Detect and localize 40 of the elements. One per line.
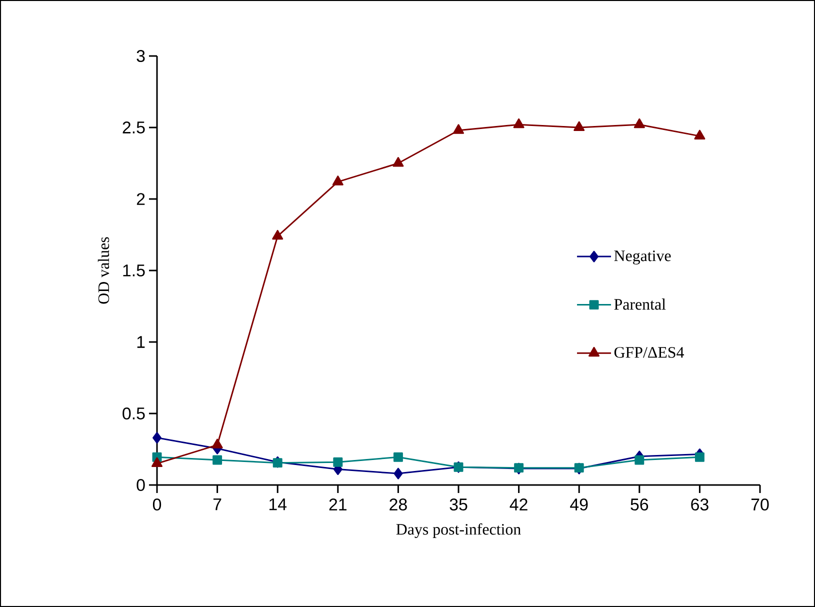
point — [574, 121, 585, 131]
x-axis-title: Days post-infection — [396, 523, 521, 538]
y-tick-label: 2 — [136, 193, 145, 205]
y-tick-label: 2.5 — [122, 121, 145, 134]
point — [394, 468, 403, 480]
x-tick-label: 14 — [269, 498, 287, 510]
point — [634, 118, 645, 128]
x-tick-label: 28 — [390, 498, 407, 511]
point — [393, 452, 403, 462]
point — [152, 457, 163, 468]
x-tick-label: 42 — [510, 498, 528, 510]
y-tick-label: 3 — [136, 50, 145, 62]
point — [212, 455, 222, 465]
point — [392, 157, 404, 167]
x-tick-label: 63 — [691, 498, 708, 511]
y-tick-label: 0 — [136, 478, 145, 491]
point — [152, 432, 162, 444]
point — [513, 118, 524, 128]
point — [332, 176, 344, 186]
x-tick-label: 56 — [630, 498, 648, 511]
y-tick-label: 1.5 — [123, 264, 145, 276]
legend-label: Parental — [614, 298, 666, 310]
legend-label: GFP/ΔES4 — [614, 347, 684, 358]
point — [694, 452, 704, 462]
point — [212, 438, 223, 448]
x-tick-label: 49 — [570, 498, 588, 511]
point — [333, 457, 343, 467]
x-tick-label: 7 — [213, 498, 222, 510]
x-tick-label: 21 — [329, 498, 346, 510]
point — [453, 124, 464, 134]
point — [694, 130, 706, 140]
x-tick-label: 70 — [751, 498, 769, 511]
point — [272, 230, 284, 240]
legend-label: Negative — [614, 250, 671, 264]
y-tick-label: 0.5 — [122, 407, 145, 420]
y-tick-label: 1 — [137, 336, 145, 348]
y-axis-title: OD values — [98, 237, 110, 304]
x-tick-label: 0 — [152, 498, 162, 511]
point — [634, 455, 644, 465]
x-tick-label: 35 — [450, 498, 468, 511]
